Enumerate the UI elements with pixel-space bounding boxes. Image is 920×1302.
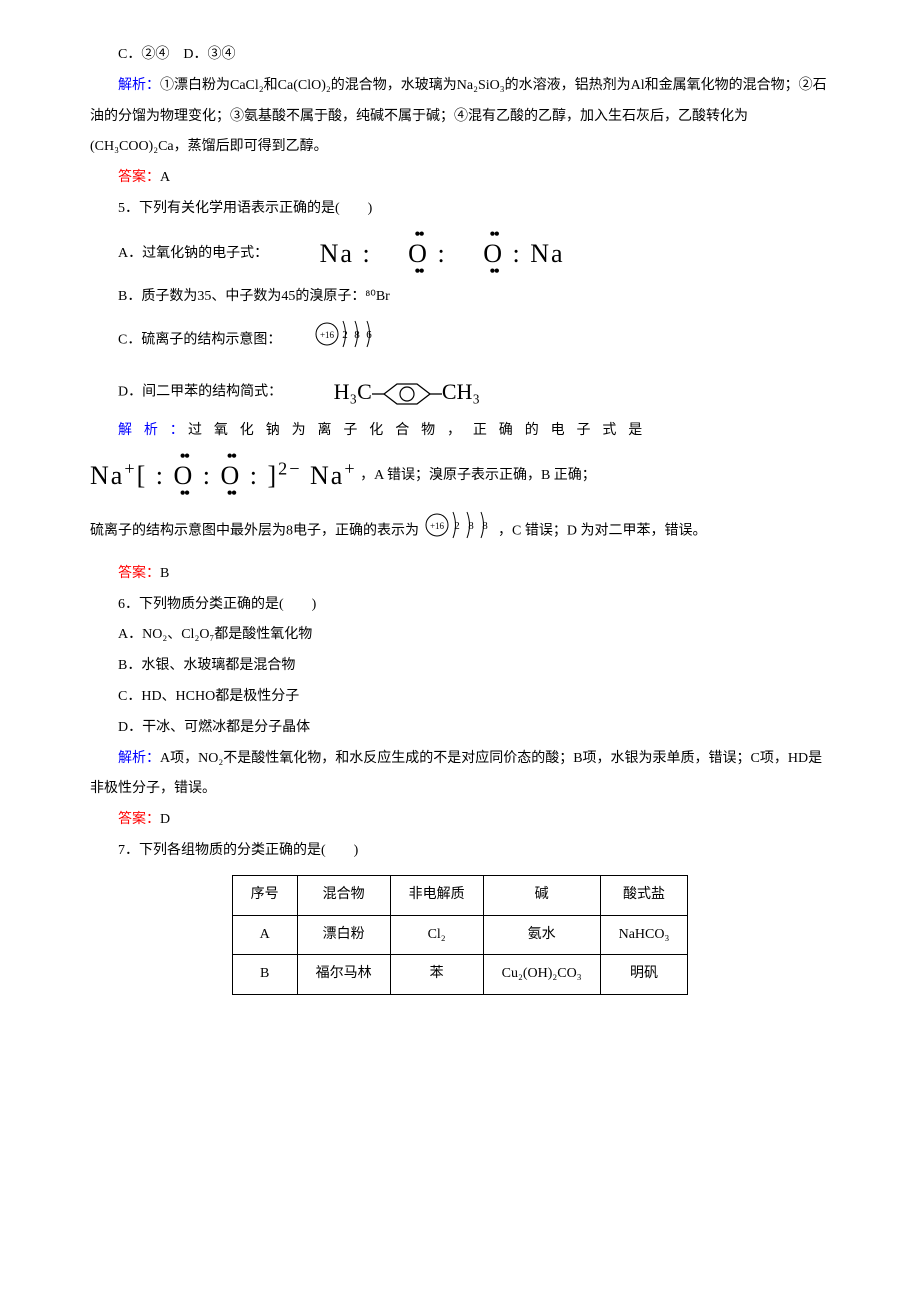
- svg-text:+16: +16: [320, 330, 335, 340]
- q6-stem: 6．下列物质分类正确的是( ): [90, 590, 830, 621]
- q6-answer-value: D: [160, 812, 170, 827]
- q5-analysis-text4: ，C 错误；D 为对二甲苯，错误。: [498, 524, 706, 539]
- q5-option-d-prefix: D．间二甲苯的结构简式：: [118, 384, 282, 399]
- electron-formula-na2o2-correct: Na+[ : ••O•• : ••O•• : ]2− Na+: [90, 447, 357, 504]
- svg-text:8: 8: [468, 520, 474, 532]
- sulfur-ion-diagram-correct: +16 2 8 8: [423, 504, 495, 559]
- table-header-cell: 序号: [232, 875, 297, 915]
- q5-answer-value: B: [160, 566, 169, 581]
- table-row: A 漂白粉 Cl₂ 氨水 NaHCO₃: [232, 915, 688, 955]
- xylene-structure: H₃C CH₃: [306, 368, 480, 416]
- q7-table: 序号 混合物 非电解质 碱 酸式盐 A 漂白粉 Cl₂ 氨水 NaHCO₃ B …: [232, 875, 689, 995]
- svg-text:2: 2: [454, 520, 460, 532]
- table-cell: B: [232, 955, 297, 995]
- q5-option-c-prefix: C．硫离子的结构示意图：: [118, 332, 281, 347]
- table-header-cell: 酸式盐: [600, 875, 688, 915]
- benzene-left: H₃C: [334, 379, 372, 404]
- q6-answer: 答案：D: [90, 805, 830, 836]
- q4-option-c: C．②④: [118, 47, 169, 62]
- table-cell: 氨水: [483, 915, 600, 955]
- q4-answer: 答案：A: [90, 163, 830, 194]
- q5-option-a: A．过氧化钠的电子式： Na : ••O•• : ••O•• : Na: [90, 225, 830, 282]
- q5-option-a-prefix: A．过氧化钠的电子式：: [118, 246, 268, 261]
- q5-answer: 答案：B: [90, 559, 830, 590]
- q4-analysis-label: 解析：: [118, 78, 160, 93]
- svg-text:6: 6: [366, 329, 372, 341]
- q5-answer-label: 答案：: [118, 566, 160, 581]
- table-cell: 福尔马林: [297, 955, 390, 995]
- q5-option-c: C．硫离子的结构示意图： +16 2 8 6: [90, 313, 830, 368]
- q5-analysis-text1: 过 氧 化 钠 为 离 子 化 合 物 ， 正 确 的 电 子 式 是: [188, 423, 647, 438]
- q6-analysis-text: A项，NO₂不是酸性氧化物，和水反应生成的不是对应同价态的酸；B项，水银为汞单质…: [90, 751, 822, 797]
- table-cell: Cu₂(OH)₂CO₃: [483, 955, 600, 995]
- q4-option-d: D．③④: [183, 47, 235, 62]
- q7-stem: 7．下列各组物质的分类正确的是( ): [90, 836, 830, 867]
- q5-option-d: D．间二甲苯的结构简式： H₃C CH₃: [90, 368, 830, 416]
- q5-analysis-line3: 硫离子的结构示意图中最外层为8电子，正确的表示为 +16 2 8 8 ，C 错误…: [90, 504, 830, 559]
- q4-analysis: 解析：①漂白粉为CaCl₂和Ca(ClO)₂的混合物，水玻璃为Na₂SiO₃的水…: [90, 71, 830, 163]
- q5-analysis-text3: 硫离子的结构示意图中最外层为8电子，正确的表示为: [90, 524, 419, 539]
- svg-text:+16: +16: [429, 521, 444, 531]
- q6-option-a: A．NO₂、Cl₂O₇都是酸性氧化物: [90, 620, 830, 651]
- table-cell: A: [232, 915, 297, 955]
- svg-text:8: 8: [482, 520, 488, 532]
- q6-analysis-label: 解析：: [118, 751, 160, 766]
- table-row: B 福尔马林 苯 Cu₂(OH)₂CO₃ 明矾: [232, 955, 688, 995]
- q5-analysis-text2: ，A 错误；溴原子表示正确，B 正确；: [360, 468, 596, 483]
- benzene-right: CH₃: [442, 379, 480, 404]
- q5-analysis-line1: 解 析 ：过 氧 化 钠 为 离 子 化 合 物 ， 正 确 的 电 子 式 是: [90, 416, 830, 447]
- table-header-cell: 碱: [483, 875, 600, 915]
- svg-text:2: 2: [342, 329, 348, 341]
- table-cell: NaHCO₃: [600, 915, 688, 955]
- q6-option-b: B．水银、水玻璃都是混合物: [90, 651, 830, 682]
- table-cell: 明矾: [600, 955, 688, 995]
- q5-analysis-line2: Na+[ : ••O•• : ••O•• : ]2− Na+ ，A 错误；溴原子…: [90, 447, 830, 504]
- q4-answer-label: 答案：: [118, 170, 160, 185]
- svg-text:8: 8: [354, 329, 360, 341]
- q6-analysis: 解析：A项，NO₂不是酸性氧化物，和水反应生成的不是对应同价态的酸；B项，水银为…: [90, 744, 830, 806]
- q4-answer-value: A: [160, 170, 170, 185]
- q4-analysis-text: ①漂白粉为CaCl₂和Ca(ClO)₂的混合物，水玻璃为Na₂SiO₃的水溶液，…: [90, 78, 827, 155]
- table-header-row: 序号 混合物 非电解质 碱 酸式盐: [232, 875, 688, 915]
- q6-answer-label: 答案：: [118, 812, 160, 827]
- q6-option-c: C．HD、HCHO都是极性分子: [90, 682, 830, 713]
- table-cell: Cl₂: [390, 915, 483, 955]
- q6-option-d: D．干冰、可燃冰都是分子晶体: [90, 713, 830, 744]
- sulfur-ion-diagram-wrong: +16 2 8 6: [285, 313, 381, 368]
- table-cell: 苯: [390, 955, 483, 995]
- table-header-cell: 混合物: [297, 875, 390, 915]
- table-cell: 漂白粉: [297, 915, 390, 955]
- electron-formula-na2o2-wrong: Na : ••O•• : ••O•• : Na: [292, 225, 565, 282]
- table-header-cell: 非电解质: [390, 875, 483, 915]
- q4-options-cd: C．②④ D．③④: [90, 40, 830, 71]
